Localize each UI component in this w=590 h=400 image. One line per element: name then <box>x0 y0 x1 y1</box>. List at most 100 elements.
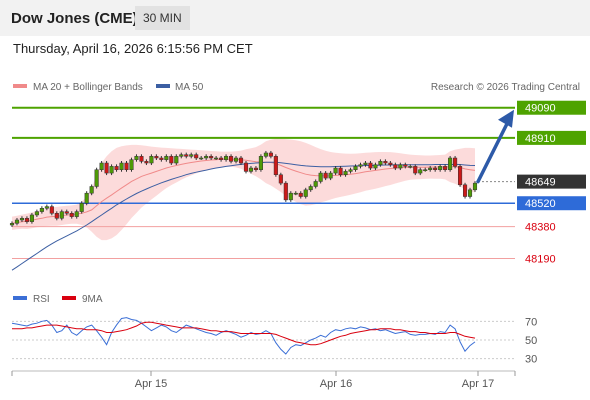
candle <box>84 191 89 206</box>
candle-body <box>403 164 408 167</box>
rsi-line <box>11 317 476 355</box>
candle <box>378 159 383 167</box>
candle-body <box>443 166 448 170</box>
chart-credit: Research © 2026 Trading Central <box>431 82 580 93</box>
candle <box>448 155 453 172</box>
candle-body <box>219 157 224 160</box>
forecast-arrow <box>476 109 514 184</box>
candle-body <box>49 206 54 214</box>
level-tag-48649 <box>517 174 586 189</box>
candle <box>283 181 288 202</box>
legend-rsi-label: RSI <box>33 294 50 305</box>
ma50-line <box>11 161 476 271</box>
candle-body <box>94 169 99 187</box>
candle-body <box>398 164 403 169</box>
candle-body <box>283 182 288 201</box>
candle-body <box>298 192 303 197</box>
candle-body <box>19 218 25 221</box>
rsi-tick-50: 50 <box>525 335 537 347</box>
ma20-line <box>11 158 476 224</box>
legend-ma20-swatch <box>13 84 27 88</box>
candle <box>418 167 423 176</box>
moving-averages <box>11 158 476 271</box>
candle-body <box>184 154 189 157</box>
candle-body <box>9 223 15 226</box>
candle <box>219 155 224 162</box>
candle-body <box>253 167 258 170</box>
candle <box>134 154 139 162</box>
candle <box>258 154 263 172</box>
legend-ma50-label: MA 50 <box>175 82 204 93</box>
candle-body <box>323 172 328 179</box>
legend-ma20-label: MA 20 + Bollinger Bands <box>33 82 143 93</box>
candle-body <box>462 184 468 197</box>
candle <box>273 154 278 177</box>
candle-body <box>258 156 263 170</box>
candle-body <box>293 192 298 195</box>
candle <box>268 150 273 159</box>
legend-rsi-ma-swatch <box>62 296 76 300</box>
candle <box>139 154 144 164</box>
candle <box>149 154 154 166</box>
candle <box>159 155 164 162</box>
candle <box>453 155 458 169</box>
rsi-tick-70: 70 <box>525 316 537 328</box>
level-label-48190: 48190 <box>525 254 556 266</box>
candle <box>179 152 184 159</box>
candle <box>19 216 25 222</box>
level-label-48380: 48380 <box>525 222 556 234</box>
candle <box>129 157 134 172</box>
candle-body <box>34 211 39 216</box>
candle <box>154 154 159 161</box>
candlesticks <box>9 150 478 228</box>
candle <box>224 154 229 162</box>
level-tag-49090 <box>517 100 586 115</box>
interval-button[interactable]: 30 MIN <box>135 6 190 30</box>
candle <box>34 209 39 217</box>
candle-body <box>164 156 169 160</box>
bollinger-bands <box>12 138 475 241</box>
candle-body <box>288 192 293 201</box>
candle-body <box>438 166 443 170</box>
candle-body <box>378 161 383 165</box>
candle-body <box>119 162 124 170</box>
candle <box>24 216 29 224</box>
candle-body <box>448 157 453 170</box>
candle-body <box>179 154 184 157</box>
candle <box>348 167 353 174</box>
candle-body <box>353 166 358 170</box>
candle <box>214 155 219 161</box>
x-tick-label: Apr 16 <box>320 378 352 390</box>
candle <box>358 162 363 169</box>
candle-body <box>74 211 79 217</box>
x-tick-label: Apr 17 <box>462 378 494 390</box>
candle-body <box>29 214 34 222</box>
candle-body <box>472 182 478 191</box>
candle-body <box>278 174 283 184</box>
bollinger-band-fill <box>12 138 475 241</box>
candle <box>373 162 378 171</box>
candle <box>209 154 214 161</box>
candle-body <box>263 152 268 157</box>
candle <box>248 166 254 174</box>
candle-body <box>433 167 438 170</box>
candle <box>288 191 293 202</box>
candle <box>238 155 244 166</box>
candle-body <box>423 169 428 171</box>
candle-body <box>69 213 74 217</box>
level-label-48910: 48910 <box>525 133 556 145</box>
candle-body <box>418 169 423 174</box>
candle-body <box>428 167 433 170</box>
candle <box>458 164 463 187</box>
candle <box>368 161 373 171</box>
candle <box>89 184 94 196</box>
level-label-49090: 49090 <box>525 103 556 115</box>
candle-body <box>467 189 473 197</box>
candle-body <box>214 157 219 160</box>
level-tag-48910 <box>517 130 586 145</box>
candle-body <box>373 164 378 169</box>
candle <box>428 166 433 172</box>
candle-body <box>124 162 129 170</box>
